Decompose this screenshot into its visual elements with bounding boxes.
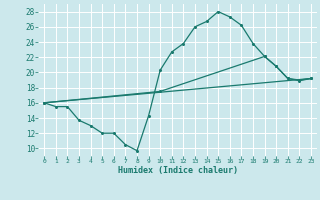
X-axis label: Humidex (Indice chaleur): Humidex (Indice chaleur) — [118, 166, 238, 175]
